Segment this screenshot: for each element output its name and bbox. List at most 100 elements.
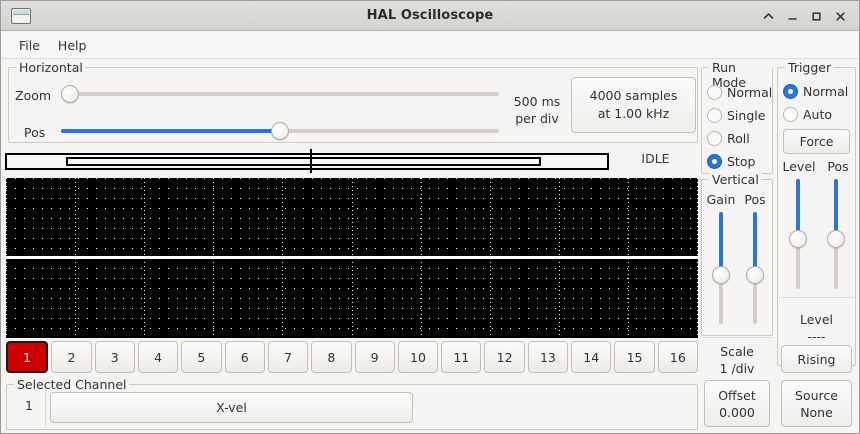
channel-button-5[interactable]: 5 [181,341,222,373]
trigger-pos-fill [834,179,838,239]
vertical-gain-label: Gain [706,192,736,207]
sample-count-label: 4000 samples [589,88,678,103]
zoom-slider[interactable] [61,85,499,103]
scope-display[interactable] [6,178,698,338]
vertical-scale-value: 1 /div [719,361,755,376]
channel-button-label: 15 [626,349,643,365]
vertical-offset-button[interactable]: Offset 0.000 [704,380,770,427]
horizontal-range-bar[interactable] [5,149,609,173]
vertical-pos-handle[interactable] [746,265,764,284]
horizontal-pos-slider[interactable] [61,122,499,140]
scope-grid-hline [6,308,698,309]
menu-file[interactable]: File [19,37,40,53]
channel-button-16[interactable]: 16 [657,341,698,373]
channel-button-4[interactable]: 4 [137,341,179,373]
vertical-scale-label: Scale [720,344,754,359]
vertical-pos-label: Pos [744,192,766,207]
vertical-divider [702,337,772,338]
trigger-level-slider-label: Level [782,159,816,174]
time-per-div: 500 ms per div [506,93,568,127]
zoom-label: Zoom [15,88,52,103]
run-mode-normal-label: Normal [727,85,773,100]
channel-button-8[interactable]: 8 [311,341,352,373]
trigger-edge-label: Rising [797,351,836,367]
sample-rate-button[interactable]: 4000 samples at 1.00 kHz [571,77,696,133]
channel-button-11[interactable]: 11 [441,341,482,373]
trigger-level-handle[interactable] [789,229,807,248]
run-mode-normal[interactable]: Normal [707,85,772,100]
scope-grid-hline [6,198,698,199]
channel-button-14[interactable]: 14 [571,341,612,373]
pos-label: Pos [24,125,46,140]
window-icon [11,7,31,24]
minimize-button[interactable] [781,5,803,27]
channel-button-1[interactable]: 1 [6,341,49,373]
run-mode-normal-radio[interactable] [707,85,722,100]
trigger-level-readout-label: Level [800,312,833,327]
channel-button-6[interactable]: 6 [224,341,265,373]
channel-button-7[interactable]: 7 [267,341,309,373]
run-mode-single[interactable]: Single [707,108,765,123]
trigger-source-label: Source [795,387,838,403]
close-button[interactable] [829,5,851,27]
run-mode-stop-label: Stop [727,154,756,169]
selected-channel-signal-button[interactable]: X-vel [50,392,413,423]
scope-grid-hline [6,268,698,269]
scope-grid-hline [6,238,698,239]
trigger-section: Trigger Normal Auto Force Level Pos Leve… [777,60,856,366]
horizontal-pos-handle[interactable] [271,122,289,140]
scope-grid-hline [6,278,698,279]
trigger-mode-normal-label: Normal [803,84,849,99]
channel-button-row: 1 2 3 4 5 6 7 8 9 10 11 12 13 14 15 16 [6,341,698,373]
trigger-level-slider[interactable] [789,179,807,289]
channel-button-label: 16 [669,349,686,365]
window-title: HAL Oscilloscope [366,8,494,23]
run-mode-stop-radio[interactable] [707,154,722,169]
zoom-slider-track [61,92,499,96]
horizontal-section: Horizontal Zoom Pos [8,60,698,143]
channel-button-3[interactable]: 3 [94,341,135,373]
trigger-edge-button[interactable]: Rising [781,345,852,373]
trigger-mode-auto[interactable]: Auto [783,107,832,122]
maximize-button[interactable] [805,5,827,27]
menu-help[interactable]: Help [57,37,87,53]
channel-button-12[interactable]: 12 [484,341,525,373]
channel-button-10[interactable]: 10 [397,341,439,373]
run-mode-roll-radio[interactable] [707,131,722,146]
trigger-mode-auto-radio[interactable] [783,107,798,122]
run-mode-stop[interactable]: Stop [707,154,755,169]
channel-button-label: 14 [583,349,600,365]
trigger-pos-slider[interactable] [827,179,845,289]
shade-button[interactable] [757,5,779,27]
run-mode-single-radio[interactable] [707,108,722,123]
channel-button-label: 8 [327,349,336,365]
run-mode-single-label: Single [727,108,766,123]
trigger-divider [779,297,854,298]
time-per-div-value: 500 ms [513,94,561,109]
run-mode-roll[interactable]: Roll [707,131,750,146]
trigger-source-button[interactable]: Source None [781,380,852,427]
channel-button-label: 11 [453,349,470,365]
channel-button-9[interactable]: 9 [354,341,395,373]
vertical-gain-slider[interactable] [712,212,730,324]
trigger-mode-normal[interactable]: Normal [783,84,848,99]
horizontal-legend: Horizontal [16,60,86,75]
zoom-slider-handle[interactable] [61,85,79,103]
trigger-level-readout-value: ---- [807,329,826,344]
run-mode-roll-label: Roll [727,131,750,146]
trigger-mode-auto-label: Auto [803,107,833,122]
vertical-gain-handle[interactable] [712,265,730,284]
trigger-pos-handle[interactable] [827,229,845,248]
scope-grid-hline [6,298,698,299]
scope-grid-hline [6,178,698,179]
trigger-mode-normal-radio[interactable] [783,84,798,99]
channel-button-15[interactable]: 15 [614,341,655,373]
range-bar-window[interactable] [66,157,541,166]
channel-button-2[interactable]: 2 [51,341,92,373]
channel-button-13[interactable]: 13 [527,341,569,373]
vertical-pos-slider[interactable] [746,212,764,324]
trigger-force-button[interactable]: Force [783,129,850,154]
selected-channel-section: Selected Channel 1 X-vel [6,377,698,430]
channel-button-label: 10 [410,349,426,365]
